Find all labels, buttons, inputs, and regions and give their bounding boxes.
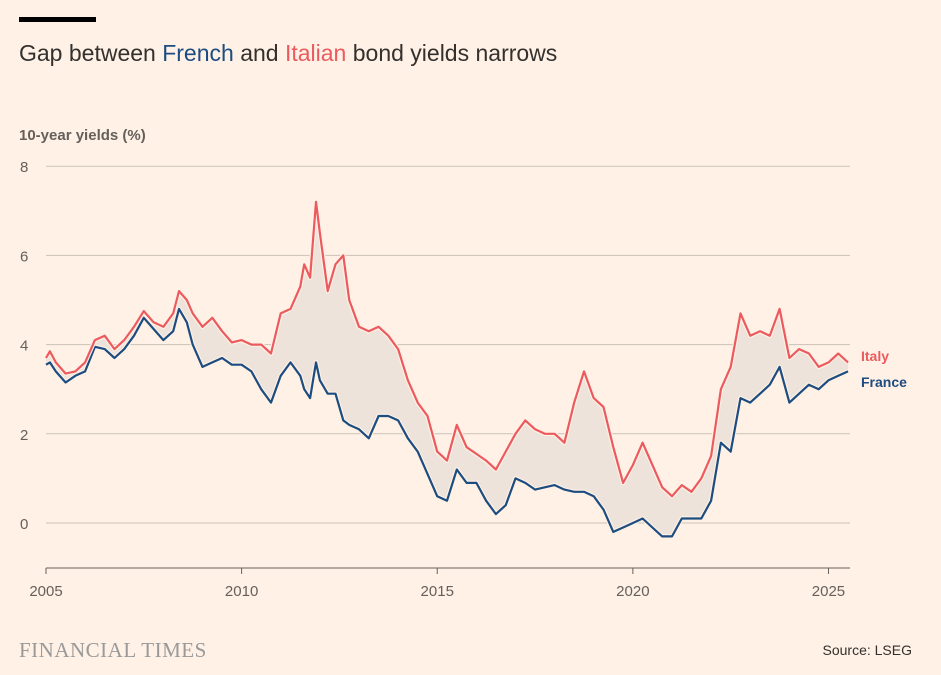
y-tick-label: 0 — [20, 516, 28, 533]
x-tick-label: 2020 — [616, 583, 649, 600]
france-line — [45, 307, 849, 538]
italy-line — [45, 200, 849, 498]
y-tick-label: 6 — [20, 248, 28, 265]
chart-title: Gap between French and Italian bond yiel… — [19, 40, 557, 67]
title-text: Gap between — [19, 40, 163, 66]
title-italian: Italian — [284, 40, 347, 66]
x-tick-label: 2010 — [225, 583, 258, 600]
ft-logo: FINANCIAL TIMES — [19, 638, 207, 662]
title-french: French — [162, 40, 234, 66]
italy-line-halo — [44, 199, 850, 499]
legend-italy: Italy — [861, 348, 889, 364]
y-tick-label: 4 — [20, 338, 28, 355]
x-tick-label: 2025 — [812, 583, 845, 600]
y-tick-label: 2 — [20, 427, 28, 444]
ft-top-bar — [19, 17, 96, 22]
y-tick-label: 8 — [20, 159, 28, 176]
title-text: and — [233, 40, 285, 66]
y-axis-label: 10-year yields (%) — [19, 127, 146, 144]
source-note: Source: LSEG — [822, 642, 913, 658]
legend-france: France — [861, 374, 907, 390]
title-text: bond yields narrows — [346, 40, 558, 66]
gap-area — [46, 201, 848, 537]
x-tick-label: 2005 — [29, 583, 62, 600]
x-tick-label: 2015 — [421, 583, 454, 600]
